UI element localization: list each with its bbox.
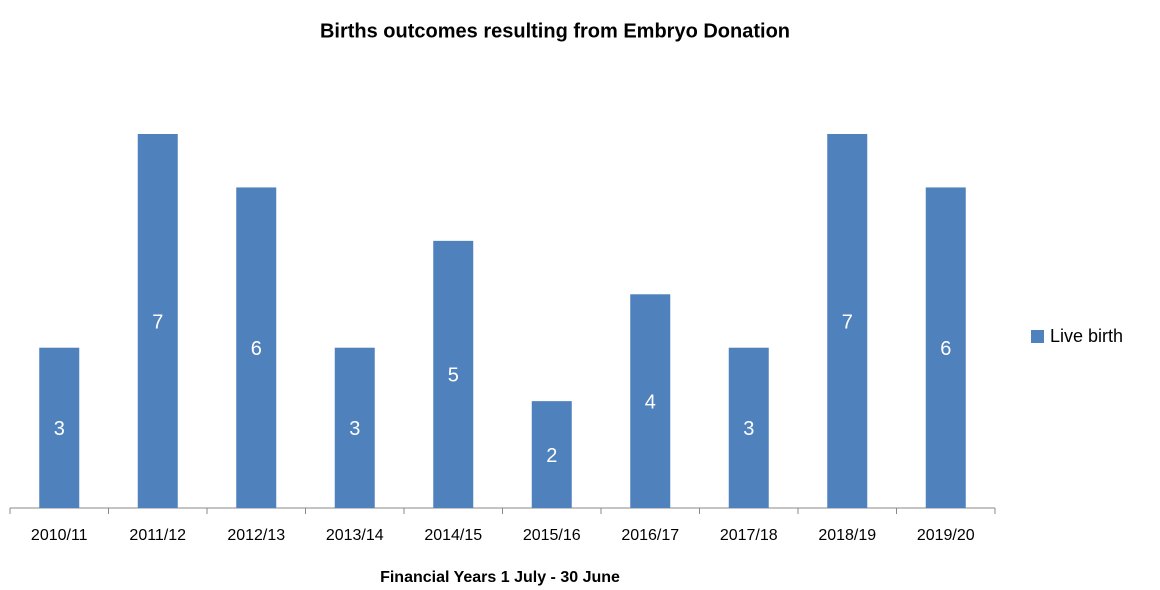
bar xyxy=(137,134,178,508)
data-label: 5 xyxy=(448,365,459,387)
x-axis-title: Financial Years 1 July - 30 June xyxy=(380,569,620,586)
data-label: 2 xyxy=(546,445,557,467)
data-label: 3 xyxy=(54,418,65,440)
x-tick-label: 2014/15 xyxy=(424,527,482,544)
x-tick-label: 2011/12 xyxy=(129,527,186,544)
x-tick-label: 2019/20 xyxy=(917,527,975,544)
data-label: 7 xyxy=(842,311,853,333)
x-tick-label: 2018/19 xyxy=(818,527,876,544)
x-tick-label: 2017/18 xyxy=(720,527,778,544)
bar xyxy=(433,240,474,508)
x-tick-label: 2013/14 xyxy=(326,527,384,544)
legend-label: Live birth xyxy=(1050,326,1123,346)
bar xyxy=(236,187,277,508)
bar xyxy=(630,294,671,508)
data-label: 4 xyxy=(645,391,656,413)
data-label: 3 xyxy=(349,418,360,440)
data-label: 3 xyxy=(743,418,754,440)
data-label: 6 xyxy=(940,338,951,360)
bar xyxy=(728,347,769,508)
bar xyxy=(925,187,966,508)
bar xyxy=(39,347,80,508)
bar xyxy=(531,401,572,508)
x-tick-label: 2015/16 xyxy=(523,527,581,544)
x-tick-label: 2012/13 xyxy=(227,527,285,544)
bar xyxy=(827,134,868,508)
x-tick-label: 2016/17 xyxy=(621,527,679,544)
data-label: 6 xyxy=(251,338,262,360)
legend-swatch xyxy=(1031,330,1044,343)
x-tick-label: 2010/11 xyxy=(31,527,88,544)
chart-title: Births outcomes resulting from Embryo Do… xyxy=(320,20,790,42)
bar xyxy=(334,347,375,508)
data-label: 7 xyxy=(152,311,163,333)
